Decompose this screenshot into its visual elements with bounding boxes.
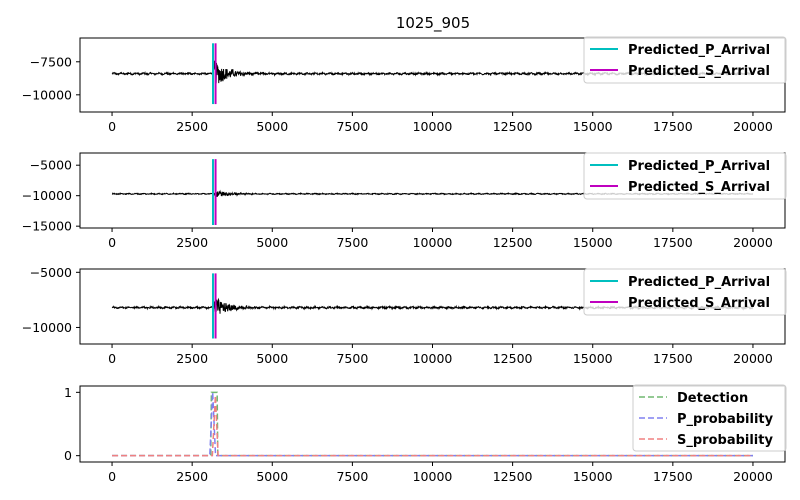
y-tick-label: 1 — [64, 385, 72, 400]
x-tick-label: 12500 — [493, 235, 533, 250]
y-tick-label: −10000 — [22, 87, 72, 102]
x-tick-label: 2500 — [176, 351, 208, 366]
legend-label: P_probability — [677, 412, 774, 427]
legend-label: Predicted_S_Arrival — [628, 296, 770, 311]
legend-label: S_probability — [677, 433, 773, 448]
x-tick-label: 12500 — [493, 119, 533, 134]
legend-box — [583, 268, 787, 316]
panel-3: 0 2500 5000 7500 10000 12500 15000 17500 20000 −1… — [22, 265, 787, 366]
x-tick-label: 5000 — [256, 469, 288, 484]
x-tick-label: 7500 — [336, 119, 368, 134]
x-tick-label: 15000 — [573, 469, 613, 484]
x-tick-label: 2500 — [176, 469, 208, 484]
x-tick-label: 7500 — [336, 469, 368, 484]
legend-box — [583, 36, 787, 84]
panel-4: 0 2500 5000 7500 10000 12500 15000 17500 20000 0 1… — [64, 384, 787, 484]
x-tick-label: 0 — [108, 351, 116, 366]
x-tick-label: 15000 — [573, 235, 613, 250]
legend-box — [632, 384, 787, 452]
legend: Predicted_P_Arrival Predicted_S_Arrival — [583, 152, 787, 200]
panel-2: 0 2500 5000 7500 10000 12500 15000 17500 20000 −1… — [22, 152, 787, 250]
x-tick-label: 7500 — [336, 235, 368, 250]
legend-label: Predicted_S_Arrival — [628, 64, 770, 79]
legend-label: Predicted_P_Arrival — [628, 159, 770, 174]
x-tick-label: 17500 — [653, 235, 693, 250]
y-tick-label: −10000 — [22, 320, 72, 335]
legend: Detection P_probability S_probability — [632, 384, 787, 452]
legend-label: Predicted_P_Arrival — [628, 43, 770, 58]
legend: Predicted_P_Arrival Predicted_S_Arrival — [583, 36, 787, 84]
x-tick-label: 15000 — [573, 351, 613, 366]
x-tick-label: 7500 — [336, 351, 368, 366]
x-tick-label: 2500 — [176, 235, 208, 250]
legend-label: Detection — [677, 391, 748, 406]
x-tick-label: 0 — [108, 119, 116, 134]
y-tick-label: −7500 — [30, 54, 72, 69]
x-tick-label: 0 — [108, 469, 116, 484]
x-tick-label: 10000 — [413, 235, 453, 250]
x-tick-label: 10000 — [413, 469, 453, 484]
x-tick-label: 5000 — [256, 351, 288, 366]
x-tick-label: 20000 — [733, 351, 773, 366]
y-tick-label: −5000 — [30, 158, 72, 173]
x-tick-label: 20000 — [733, 119, 773, 134]
y-tick-label: 0 — [64, 448, 72, 463]
legend-label: Predicted_S_Arrival — [628, 180, 770, 195]
y-tick-label: −10000 — [22, 188, 72, 203]
x-tick-label: 15000 — [573, 119, 613, 134]
x-tick-label: 10000 — [413, 119, 453, 134]
y-tick-label: −15000 — [22, 219, 72, 234]
x-tick-label: 0 — [108, 235, 116, 250]
panel-1: 0 2500 5000 7500 10000 12500 15000 17500 20000 −1… — [22, 36, 787, 134]
x-tick-label: 10000 — [413, 351, 453, 366]
legend-box — [583, 152, 787, 200]
x-tick-label: 2500 — [176, 119, 208, 134]
x-tick-label: 5000 — [256, 119, 288, 134]
x-tick-label: 20000 — [733, 235, 773, 250]
x-tick-label: 12500 — [493, 469, 533, 484]
legend-label: Predicted_P_Arrival — [628, 275, 770, 290]
x-tick-label: 20000 — [733, 469, 773, 484]
x-tick-label: 5000 — [256, 235, 288, 250]
x-tick-label: 12500 — [493, 351, 533, 366]
x-tick-label: 17500 — [653, 351, 693, 366]
series-s-probability-line — [112, 395, 753, 457]
legend: Predicted_P_Arrival Predicted_S_Arrival — [583, 268, 787, 316]
x-tick-label: 17500 — [653, 119, 693, 134]
panels: 0 2500 5000 7500 10000 12500 15000 17500 20000−1… — [22, 36, 787, 484]
x-tick-label: 17500 — [653, 469, 693, 484]
y-tick-label: −5000 — [30, 265, 72, 280]
plot-area — [112, 391, 753, 457]
chart-title: 1025_905 — [396, 14, 470, 33]
